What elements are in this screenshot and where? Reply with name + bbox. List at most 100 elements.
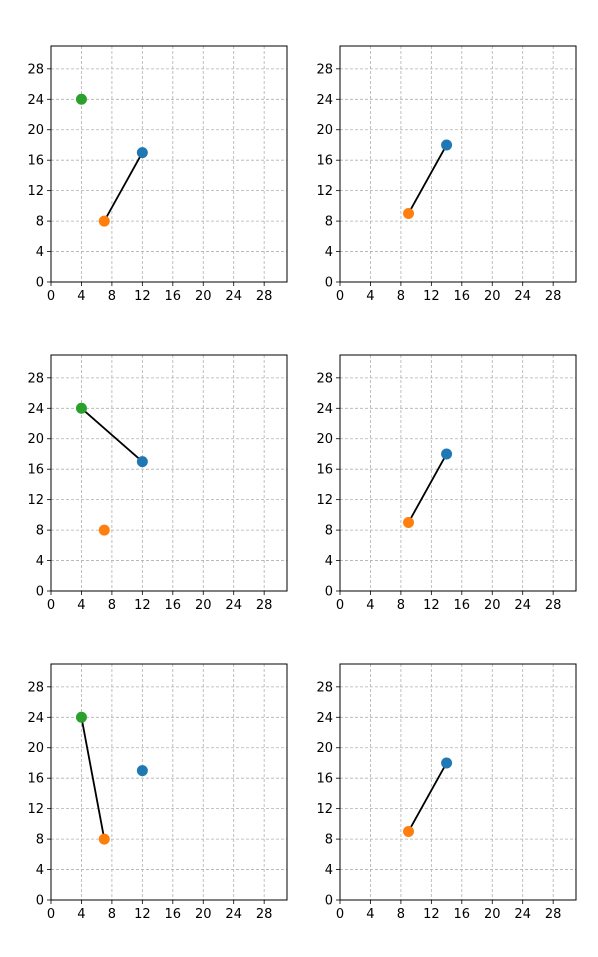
x-tick-label: 12: [134, 289, 151, 304]
x-tick-label: 16: [454, 907, 471, 922]
x-tick-label: 28: [256, 907, 273, 922]
y-tick-label: 4: [36, 245, 44, 260]
x-tick-label: 0: [47, 598, 55, 613]
x-tick-label: 8: [108, 907, 116, 922]
x-tick-label: 28: [256, 598, 273, 613]
y-tick-label: 16: [316, 463, 333, 478]
y-tick-label: 12: [316, 184, 333, 199]
connecting-line: [103, 152, 144, 222]
x-tick-label: 20: [484, 907, 501, 922]
x-tick-label: 12: [134, 598, 151, 613]
x-tick-label: 0: [47, 907, 55, 922]
connecting-line: [80, 407, 143, 463]
x-tick-label: 8: [397, 289, 405, 304]
y-tick-label: 0: [36, 276, 44, 291]
x-tick-label: 16: [454, 289, 471, 304]
y-tick-label: 12: [316, 493, 333, 508]
y-tick-label: 16: [316, 154, 333, 169]
x-tick-label: 24: [514, 907, 531, 922]
x-tick-label: 28: [545, 907, 562, 922]
x-tick-label: 8: [108, 598, 116, 613]
subplot-4: 0 4 8 12 16 20 24 28 0 4 8 12 16 20 24 28: [316, 354, 577, 613]
y-tick-label: 8: [325, 524, 333, 539]
y-tick-label: 4: [325, 554, 333, 569]
y-tick-label: 20: [27, 123, 44, 138]
y-tick-label: 28: [316, 62, 333, 77]
subplot-3: 0 4 8 12 16 20 24 28 0 4 8 12 16 20 24 28: [27, 354, 288, 613]
subplot-6: 0 4 8 12 16 20 24 28 0 4 8 12 16 20 24 28: [316, 663, 577, 922]
y-tick-label: 4: [325, 863, 333, 878]
data-point: [75, 711, 87, 723]
x-tick-label: 0: [336, 907, 344, 922]
data-point: [441, 139, 453, 151]
data-point: [98, 833, 110, 845]
x-tick-label: 4: [77, 289, 85, 304]
y-tick-label: 12: [316, 802, 333, 817]
x-tick-label: 28: [256, 289, 273, 304]
y-tick-label: 12: [27, 802, 44, 817]
y-tick-label: 28: [316, 371, 333, 386]
plot-frame: [50, 354, 288, 592]
y-tick-label: 28: [27, 371, 44, 386]
x-tick-label: 4: [366, 598, 374, 613]
x-tick-label: 16: [165, 598, 182, 613]
data-point: [98, 524, 110, 536]
y-tick-label: 8: [325, 833, 333, 848]
data-point: [136, 147, 148, 159]
y-tick-label: 4: [325, 245, 333, 260]
data-point: [403, 207, 415, 219]
x-tick-label: 8: [397, 907, 405, 922]
y-tick-label: 16: [27, 154, 44, 169]
y-tick-label: 28: [27, 62, 44, 77]
data-point: [75, 93, 87, 105]
y-tick-label: 4: [36, 863, 44, 878]
plot-frame: [50, 45, 288, 283]
connecting-line: [407, 453, 448, 523]
x-tick-label: 20: [195, 289, 212, 304]
y-tick-label: 16: [316, 772, 333, 787]
x-tick-label: 12: [423, 907, 440, 922]
x-tick-label: 8: [108, 289, 116, 304]
x-tick-label: 28: [545, 289, 562, 304]
x-tick-label: 4: [366, 289, 374, 304]
data-point: [403, 516, 415, 528]
x-tick-label: 12: [134, 907, 151, 922]
x-tick-label: 12: [423, 289, 440, 304]
x-tick-label: 4: [77, 907, 85, 922]
y-tick-label: 4: [36, 554, 44, 569]
data-point: [441, 757, 453, 769]
y-tick-label: 0: [325, 276, 333, 291]
data-point: [98, 215, 110, 227]
x-tick-label: 20: [484, 289, 501, 304]
subplot-5: 0 4 8 12 16 20 24 28 0 4 8 12 16 20 24 28: [27, 663, 288, 922]
y-tick-label: 0: [36, 585, 44, 600]
subplot-2: 0 4 8 12 16 20 24 28 0 4 8 12 16 20 24 28: [316, 45, 577, 304]
y-tick-label: 0: [36, 894, 44, 909]
x-tick-label: 28: [545, 598, 562, 613]
y-tick-label: 20: [316, 123, 333, 138]
y-tick-label: 12: [27, 184, 44, 199]
y-tick-label: 24: [316, 402, 333, 417]
x-tick-label: 0: [336, 598, 344, 613]
x-tick-label: 24: [225, 907, 242, 922]
plot-frame: [50, 663, 288, 901]
x-tick-label: 16: [165, 289, 182, 304]
data-point: [75, 402, 87, 414]
x-tick-label: 8: [397, 598, 405, 613]
y-tick-label: 0: [325, 894, 333, 909]
x-tick-label: 16: [165, 907, 182, 922]
connecting-line: [80, 717, 106, 840]
y-tick-label: 24: [27, 402, 44, 417]
x-tick-label: 20: [484, 598, 501, 613]
x-tick-label: 4: [366, 907, 374, 922]
x-tick-label: 24: [514, 289, 531, 304]
x-tick-label: 24: [225, 289, 242, 304]
y-tick-label: 24: [27, 711, 44, 726]
y-tick-label: 16: [27, 463, 44, 478]
data-point: [403, 825, 415, 837]
y-tick-label: 8: [36, 833, 44, 848]
data-point: [441, 448, 453, 460]
connecting-line: [407, 762, 448, 832]
plot-frame: [339, 354, 577, 592]
